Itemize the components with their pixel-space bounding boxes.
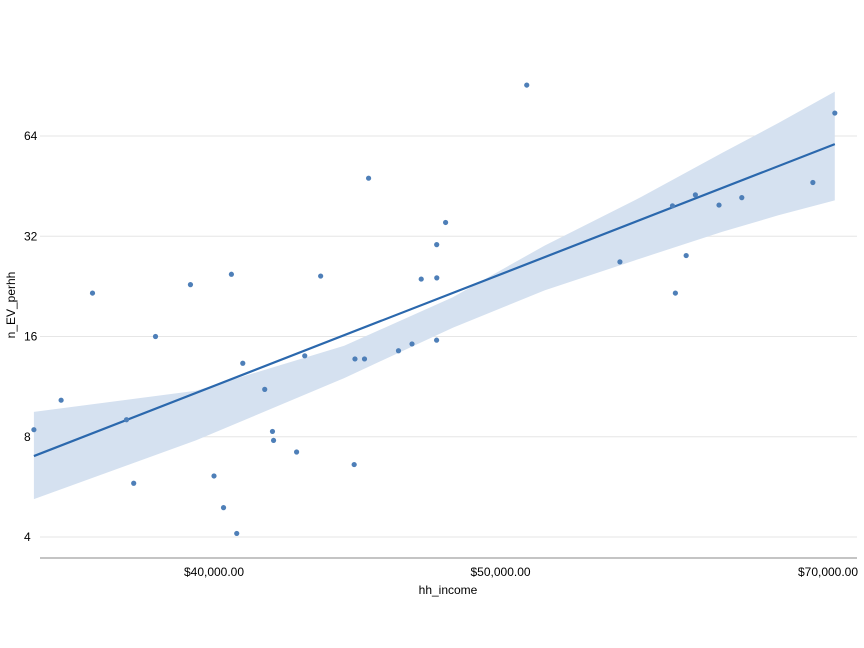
y-tick-label: 4 xyxy=(24,530,31,544)
data-point xyxy=(228,271,235,277)
data-point xyxy=(318,273,324,279)
y-tick-label: 32 xyxy=(24,229,38,243)
x-ticks: $40,000.00 $50,000.00 $70,000.00 xyxy=(184,565,858,579)
x-tick-label: $40,000.00 xyxy=(184,565,244,579)
data-point xyxy=(716,202,722,208)
data-point xyxy=(692,192,698,198)
data-point xyxy=(270,437,277,444)
data-point xyxy=(58,397,64,403)
data-point xyxy=(832,110,838,116)
data-point xyxy=(234,530,240,537)
data-point xyxy=(433,337,440,343)
data-point xyxy=(211,473,217,479)
points-layer xyxy=(31,82,838,537)
x-tick-label: $50,000.00 xyxy=(471,565,531,579)
confidence-band-layer xyxy=(33,91,835,500)
confidence-band xyxy=(33,91,835,500)
regression-line-layer xyxy=(33,143,836,458)
data-point xyxy=(672,290,678,296)
data-point xyxy=(302,353,308,359)
data-point xyxy=(31,427,37,433)
y-tick-label: 64 xyxy=(24,129,38,143)
data-point xyxy=(683,252,689,259)
x-axis-title: hh_income xyxy=(419,583,478,597)
data-point xyxy=(240,360,246,366)
data-point xyxy=(669,203,676,209)
data-point xyxy=(418,276,424,282)
data-point xyxy=(434,275,440,281)
data-point xyxy=(434,242,440,248)
data-point xyxy=(361,356,368,362)
y-tick-label: 16 xyxy=(24,330,38,344)
data-point xyxy=(220,505,227,511)
data-point xyxy=(351,461,357,468)
regression-line xyxy=(33,143,836,458)
y-ticks: 4 8 16 32 64 xyxy=(24,129,38,544)
y-axis-title: n_EV_perhh xyxy=(4,272,18,339)
data-point xyxy=(365,175,372,181)
data-point xyxy=(262,386,268,392)
data-point xyxy=(269,428,276,435)
data-point xyxy=(123,417,130,423)
x-tick-label: $70,000.00 xyxy=(798,565,858,579)
data-point xyxy=(442,219,449,226)
data-point xyxy=(524,82,530,88)
data-point xyxy=(187,282,194,288)
data-point xyxy=(293,449,300,455)
data-point xyxy=(810,179,816,186)
data-point xyxy=(131,480,137,486)
data-point xyxy=(739,195,745,201)
data-point xyxy=(409,341,415,347)
data-point xyxy=(352,356,358,362)
y-tick-label: 8 xyxy=(24,430,31,444)
data-point xyxy=(617,259,623,265)
data-point xyxy=(152,333,159,340)
data-point xyxy=(395,348,402,354)
data-point xyxy=(89,290,96,296)
